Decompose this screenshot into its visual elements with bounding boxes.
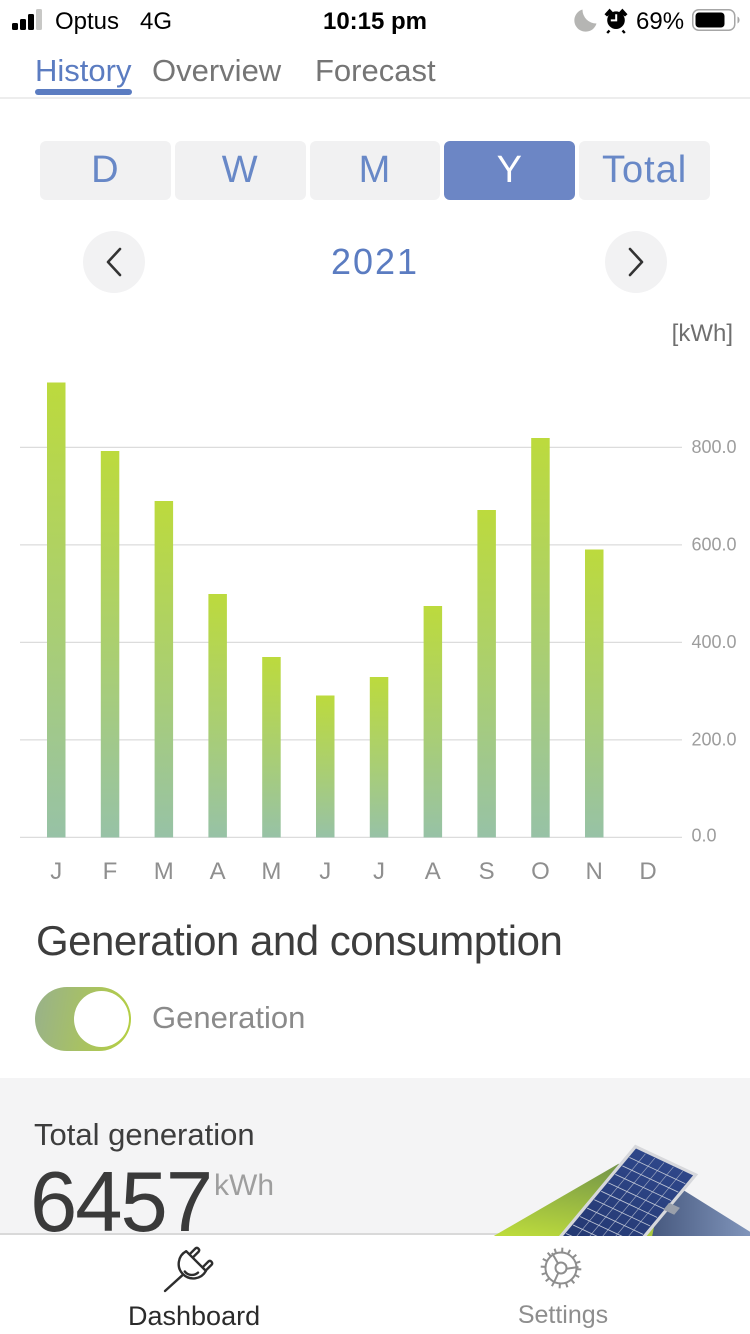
svg-text:M: M: [261, 858, 281, 885]
svg-text:800.0: 800.0: [692, 437, 737, 457]
svg-text:A: A: [425, 858, 441, 885]
svg-text:J: J: [319, 858, 331, 885]
svg-text:J: J: [50, 858, 62, 885]
svg-text:N: N: [586, 858, 603, 885]
svg-text:F: F: [103, 858, 118, 885]
svg-text:A: A: [210, 858, 226, 885]
svg-text:D: D: [639, 858, 656, 885]
svg-text:200.0: 200.0: [692, 729, 737, 749]
svg-text:O: O: [531, 858, 550, 885]
svg-text:600.0: 600.0: [692, 534, 737, 554]
svg-text:M: M: [154, 858, 174, 885]
svg-text:0.0: 0.0: [692, 825, 717, 845]
svg-text:[kWh]: [kWh]: [672, 320, 733, 347]
svg-text:J: J: [373, 858, 385, 885]
svg-text:400.0: 400.0: [692, 632, 737, 652]
svg-text:S: S: [479, 858, 495, 885]
